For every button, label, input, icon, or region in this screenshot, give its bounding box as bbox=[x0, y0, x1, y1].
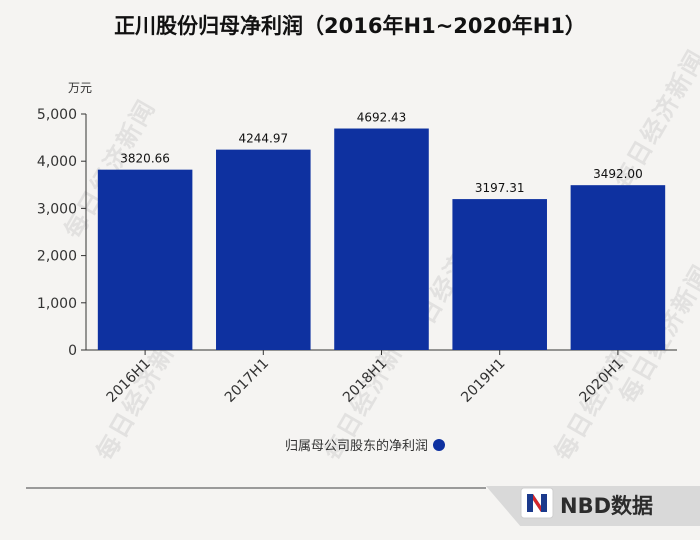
legend-marker bbox=[433, 439, 445, 451]
y-axis-unit-label: 万元 bbox=[68, 81, 92, 95]
data-label: 4244.97 bbox=[238, 132, 288, 146]
y-tick-label: 3,000 bbox=[37, 201, 77, 217]
y-tick-label: 5,000 bbox=[37, 107, 77, 123]
chart-title: 正川股份归母净利润（2016年H1~2020年H1） bbox=[114, 14, 586, 38]
x-tick-label: 2016H1 bbox=[104, 356, 154, 406]
data-label: 3820.66 bbox=[120, 152, 170, 166]
footer-divider bbox=[26, 487, 486, 489]
bar bbox=[570, 185, 666, 350]
y-tick-label: 4,000 bbox=[37, 154, 77, 170]
y-tick-label: 1,000 bbox=[37, 296, 77, 312]
x-tick-label: 2020H1 bbox=[576, 356, 626, 406]
y-tick-label: 2,000 bbox=[37, 249, 77, 265]
data-label: 3197.31 bbox=[475, 181, 525, 195]
brand-text: NBD数据 bbox=[560, 494, 654, 518]
x-tick-label: 2019H1 bbox=[458, 356, 508, 406]
nbd-logo-icon bbox=[520, 487, 554, 519]
data-label: 3492.00 bbox=[593, 167, 643, 181]
bar bbox=[452, 199, 547, 350]
x-tick-label: 2018H1 bbox=[340, 356, 390, 406]
bar bbox=[97, 169, 193, 350]
legend-label: 归属母公司股东的净利润 bbox=[285, 438, 428, 454]
bar bbox=[334, 128, 429, 350]
bar bbox=[216, 149, 311, 350]
x-tick-label: 2017H1 bbox=[222, 356, 272, 406]
data-label: 4692.43 bbox=[357, 111, 407, 125]
bar-chart: 万元 0 1,000 2,000 3,000 4,000 5,000 3820.66 2016H… bbox=[37, 81, 677, 454]
y-tick-label: 0 bbox=[68, 343, 77, 359]
